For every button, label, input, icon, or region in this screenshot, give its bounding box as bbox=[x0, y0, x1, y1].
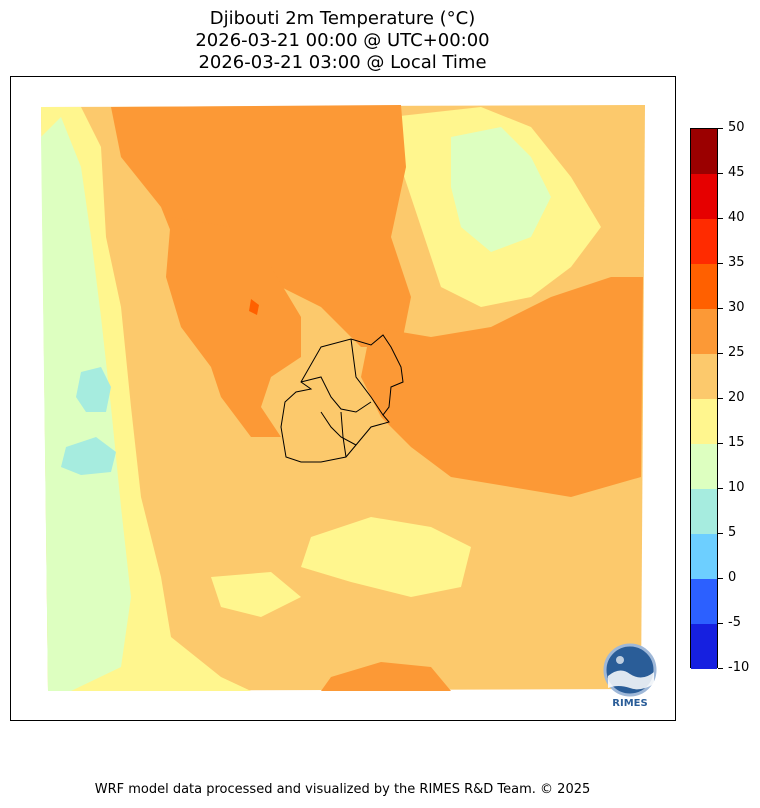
colorbar-tick bbox=[718, 263, 723, 264]
colorbar-segment bbox=[691, 489, 717, 534]
colorbar-segment bbox=[691, 309, 717, 354]
colorbar-segment bbox=[691, 354, 717, 399]
colorbar-tick-label: 10 bbox=[728, 480, 745, 495]
field-warm-south bbox=[321, 662, 451, 691]
colorbar-segment bbox=[691, 264, 717, 309]
colorbar-tick bbox=[718, 443, 723, 444]
colorbar-tick bbox=[718, 218, 723, 219]
field-warm-east bbox=[361, 277, 643, 497]
colorbar bbox=[690, 128, 718, 669]
footer-credit: WRF model data processed and visualized … bbox=[94, 782, 591, 797]
colorbar-tick-label: 20 bbox=[728, 390, 745, 405]
field-warm-central bbox=[166, 217, 301, 437]
map-panel bbox=[10, 76, 676, 721]
field-warm-north bbox=[111, 105, 411, 347]
colorbar-segment bbox=[691, 129, 717, 174]
colorbar-segment bbox=[691, 399, 717, 444]
map-title: Djibouti 2m Temperature (°C) bbox=[209, 8, 476, 29]
map-subtitle-utc: 2026-03-21 00:00 @ UTC+00:00 bbox=[195, 30, 490, 51]
map-subtitle-local: 2026-03-21 03:00 @ Local Time bbox=[198, 52, 487, 73]
colorbar-tick bbox=[718, 398, 723, 399]
colorbar-tick bbox=[718, 623, 723, 624]
colorbar-tick bbox=[718, 308, 723, 309]
colorbar-tick-label: 50 bbox=[728, 120, 745, 135]
colorbar-segment bbox=[691, 219, 717, 264]
colorbar-tick-label: 5 bbox=[728, 525, 737, 540]
colorbar-segment bbox=[691, 579, 717, 624]
field-cold-west-1 bbox=[76, 367, 111, 412]
colorbar-tick bbox=[718, 128, 723, 129]
country-border bbox=[280, 334, 404, 463]
rimes-logo: RIMES bbox=[600, 640, 664, 712]
colorbar-tick-label: -5 bbox=[728, 615, 741, 630]
colorbar-tick bbox=[718, 668, 723, 669]
colorbar-tick-label: 30 bbox=[728, 300, 745, 315]
colorbar-tick bbox=[718, 173, 723, 174]
temperature-map bbox=[41, 105, 645, 691]
colorbar-tick-label: 40 bbox=[728, 210, 745, 225]
colorbar-tick-label: 25 bbox=[728, 345, 745, 360]
logo-text: RIMES bbox=[612, 698, 647, 708]
colorbar-segment bbox=[691, 174, 717, 219]
colorbar-segment bbox=[691, 624, 717, 669]
field-cool-south-2 bbox=[211, 572, 301, 617]
colorbar-tick bbox=[718, 578, 723, 579]
colorbar-tick bbox=[718, 353, 723, 354]
colorbar-tick bbox=[718, 533, 723, 534]
colorbar-tick-label: -10 bbox=[728, 660, 750, 675]
field-cool-south bbox=[301, 517, 471, 597]
colorbar-tick-label: 0 bbox=[728, 570, 737, 585]
colorbar-tick-label: 35 bbox=[728, 255, 745, 270]
colorbar-tick-label: 15 bbox=[728, 435, 745, 450]
colorbar-tick-label: 45 bbox=[728, 165, 745, 180]
field-cold-west-2 bbox=[61, 437, 116, 475]
field-cooler-northeast bbox=[451, 127, 551, 252]
colorbar-segment bbox=[691, 534, 717, 579]
field-hot-spot bbox=[249, 299, 259, 315]
colorbar-segment bbox=[691, 444, 717, 489]
colorbar-tick bbox=[718, 488, 723, 489]
